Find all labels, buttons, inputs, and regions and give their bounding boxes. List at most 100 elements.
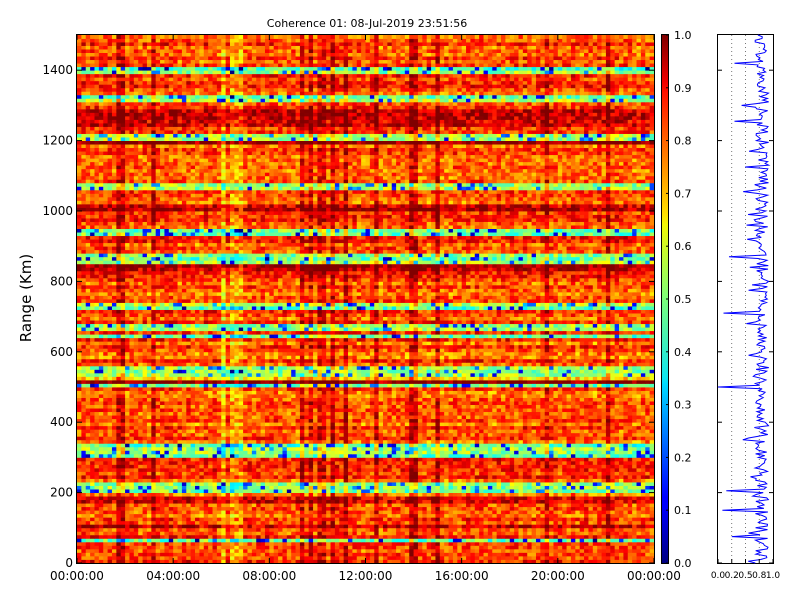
heatmap-cell xyxy=(278,460,283,465)
heatmap-cell xyxy=(605,478,611,483)
heatmap-cell xyxy=(339,496,345,501)
heatmap-cell xyxy=(138,446,143,451)
heatmap-cell xyxy=(151,429,157,434)
heatmap-cell xyxy=(273,513,279,518)
heatmap-cell xyxy=(391,527,397,532)
heatmap-cell xyxy=(369,443,375,448)
heatmap-cell xyxy=(177,453,183,458)
heatmap-cell xyxy=(597,506,602,511)
heatmap-cell xyxy=(282,545,288,550)
heatmap-cell xyxy=(308,471,314,476)
heatmap-cell xyxy=(85,524,91,529)
heatmap-cell xyxy=(151,541,157,546)
heatmap-cell xyxy=(168,471,174,476)
heatmap-cell xyxy=(636,489,642,493)
heatmap-cell xyxy=(636,548,642,553)
heatmap-cell xyxy=(295,499,301,504)
heatmap-cell xyxy=(94,460,100,465)
heatmap-cell xyxy=(133,429,139,434)
heatmap-cell xyxy=(431,510,436,515)
heatmap-cell xyxy=(557,545,563,550)
heatmap-cell xyxy=(269,446,275,451)
heatmap-cell xyxy=(588,489,594,493)
heatmap-cell xyxy=(160,446,165,451)
heatmap-cell xyxy=(229,460,235,465)
heatmap-cell xyxy=(431,478,436,483)
heatmap-cell xyxy=(155,453,161,458)
heatmap-cell xyxy=(195,499,200,504)
heatmap-cell xyxy=(387,531,393,536)
heatmap-cell xyxy=(566,492,572,497)
heatmap-cell xyxy=(527,552,532,557)
heatmap-cell xyxy=(90,499,95,504)
heatmap-cell xyxy=(496,478,502,483)
heatmap-cell xyxy=(404,429,410,434)
heatmap-cell xyxy=(640,527,646,532)
heatmap-cell xyxy=(540,517,546,522)
heatmap-cell xyxy=(369,527,375,532)
heatmap-cell xyxy=(509,499,515,504)
heatmap-cell xyxy=(409,429,414,434)
heatmap-cell xyxy=(448,520,454,525)
heatmap-cell xyxy=(352,478,358,483)
heatmap-cell xyxy=(107,453,113,458)
heatmap-cell xyxy=(374,503,380,508)
heatmap-cell xyxy=(369,432,375,437)
heatmap-cell xyxy=(431,524,436,529)
heatmap-cell xyxy=(649,534,655,539)
heatmap-cell xyxy=(299,492,305,497)
heatmap-cell xyxy=(278,534,283,539)
heatmap-cell xyxy=(173,464,178,469)
heatmap-cell xyxy=(151,485,157,490)
heatmap-cell xyxy=(448,517,454,522)
heatmap-cell xyxy=(256,548,261,553)
heatmap-cell xyxy=(540,464,546,469)
heatmap-cell xyxy=(317,457,323,462)
heatmap-cell xyxy=(173,457,178,462)
heatmap-cell xyxy=(111,520,117,525)
heatmap-cell xyxy=(409,545,414,550)
heatmap-cell xyxy=(138,545,143,550)
heatmap-cell xyxy=(238,439,244,444)
heatmap-cell xyxy=(234,478,240,483)
heatmap-cell xyxy=(374,436,380,441)
heatmap-cell xyxy=(195,559,200,564)
heatmap-cell xyxy=(540,436,546,441)
heatmap-cell xyxy=(103,559,108,564)
heatmap-cell xyxy=(522,475,528,479)
heatmap-cell xyxy=(308,492,314,497)
heatmap-cell xyxy=(457,467,463,472)
heatmap-cell xyxy=(247,527,253,532)
heatmap-cell xyxy=(378,464,384,469)
heatmap-cell xyxy=(234,482,240,486)
heatmap-cell xyxy=(229,492,235,497)
heatmap-cell xyxy=(496,531,502,536)
heatmap-cell xyxy=(203,489,209,493)
heatmap-cell xyxy=(356,478,362,483)
heatmap-cell xyxy=(195,467,200,472)
heatmap-cell xyxy=(142,545,148,550)
heatmap-cell xyxy=(317,478,323,483)
heatmap-cell xyxy=(365,510,371,515)
heatmap-cell xyxy=(120,559,126,564)
heatmap-cell xyxy=(247,520,253,525)
heatmap-cell xyxy=(553,496,559,501)
heatmap-cell xyxy=(190,503,196,508)
heatmap-cell xyxy=(282,531,288,536)
heatmap-cell xyxy=(540,499,546,504)
heatmap-cell xyxy=(496,453,502,458)
heatmap-cell xyxy=(566,478,572,483)
heatmap-cell xyxy=(173,534,178,539)
heatmap-cell xyxy=(535,467,541,472)
heatmap-cell xyxy=(457,524,463,529)
heatmap-cell xyxy=(426,485,432,490)
heatmap-cell xyxy=(299,436,305,441)
heatmap-cell xyxy=(107,475,113,479)
heatmap-cell xyxy=(343,513,349,518)
heatmap-cell xyxy=(531,443,537,448)
heatmap-cell xyxy=(243,517,248,522)
heatmap-cell xyxy=(229,552,235,557)
heatmap-cell xyxy=(391,510,397,515)
heatmap-cell xyxy=(509,471,515,476)
heatmap-cell xyxy=(256,478,261,483)
